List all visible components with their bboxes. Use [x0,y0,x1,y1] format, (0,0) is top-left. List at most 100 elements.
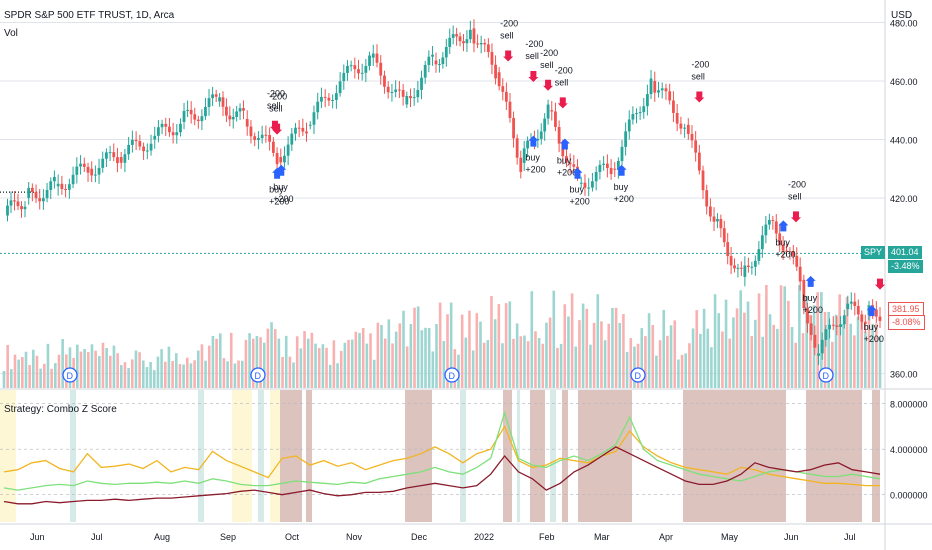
candle-body [515,138,519,158]
volume-bar [596,294,600,388]
volume-bar [794,342,797,388]
volume-bar [405,346,409,388]
buy-signal-arrow [805,275,816,287]
volume-bar [871,323,874,388]
candle-body [672,100,675,113]
volume-bar [823,311,827,388]
volume-bar [486,340,490,388]
candle-body [27,187,31,198]
candle-body [53,176,56,182]
buy-signal-label: +200 [864,334,884,344]
candle-body [874,309,878,317]
candle-body [379,62,383,76]
candle-body [394,89,398,92]
candle-body [802,279,806,309]
sell-signal-label: -200 [267,89,285,99]
volume-bar [6,344,9,388]
volume-bar [200,344,204,388]
candle-body [64,189,68,191]
volume-bar [449,302,453,388]
candle-body [785,250,788,252]
candle-body [722,228,726,243]
candle-body [86,166,90,173]
buy-signal-label: +200 [803,305,823,315]
candle-body [301,127,305,132]
volume-bar [46,343,50,388]
volume-bar [662,309,666,388]
candle-body [543,118,547,132]
candle-body [357,69,360,74]
strategy-band-16 [683,390,786,522]
candle-body [168,126,171,133]
volume-bar [123,362,127,388]
candle-body [409,95,412,99]
candle-body [175,132,179,136]
volume-bar [838,294,841,388]
price-tick-label-2: 440.00 [890,135,918,145]
buy-signal-label: buy [569,185,584,195]
buy-signal-label: buy [614,182,629,192]
volume-bar [787,300,790,388]
candle-body [649,78,653,95]
candle-body [253,136,257,140]
volume-bar [746,301,750,388]
volume-bar [339,350,343,388]
volume-bar [673,320,677,388]
strategy-band-7 [306,390,312,522]
volume-bar [695,310,699,388]
volume-bar [640,328,644,388]
volume-bar [105,348,108,388]
volume-bar [750,336,754,388]
volume-bar [10,369,13,388]
candle-body [160,123,164,128]
volume-bar [32,349,35,388]
time-tick-label-0: Jun [30,532,45,542]
candle-body [123,154,127,163]
candle-body [228,115,232,120]
candle-body [207,98,211,107]
volume-bar [94,350,97,388]
sell-signal-label: -200 [555,65,573,75]
volume-bar [691,328,695,388]
candle-body [320,96,323,102]
volume-bar [743,312,746,388]
volume-bar [618,322,622,388]
volume-bar [446,314,449,388]
volume-bar [567,316,570,388]
candle-body [856,305,860,315]
candle-body [668,91,672,101]
candle-body [13,200,16,202]
price-tick-label-1: 460.00 [890,77,918,87]
candle-body [686,124,690,134]
volume-bar [530,291,534,388]
candle-body [323,96,327,98]
candle-body [423,64,427,78]
candle-body [746,265,750,267]
sell-signal-label: sell [540,60,554,70]
candle-body [342,72,346,82]
volume-bar [438,302,442,388]
volume-bar [732,317,735,388]
candle-body [211,94,215,99]
z-score-line-0 [3,424,880,487]
volume-bar [845,297,849,388]
volume-bar [325,347,328,388]
candle-body [23,206,27,210]
volume-bar [240,360,244,388]
candle-body [705,190,709,207]
candle-body [441,57,445,65]
volume-bar [229,332,233,388]
volume-bar [512,338,515,388]
candle-body [268,135,272,142]
volume-bar [442,341,446,388]
candle-body [583,182,587,188]
time-tick-label-1: Jul [91,532,103,542]
volume-bar [875,323,878,388]
candle-body [795,255,799,267]
time-tick-label-9: Mar [594,532,610,542]
volume-bar [369,333,372,388]
volume-bar [464,337,468,388]
volume-bar [167,346,171,388]
candle-body [824,329,828,340]
candle-body [75,166,79,175]
